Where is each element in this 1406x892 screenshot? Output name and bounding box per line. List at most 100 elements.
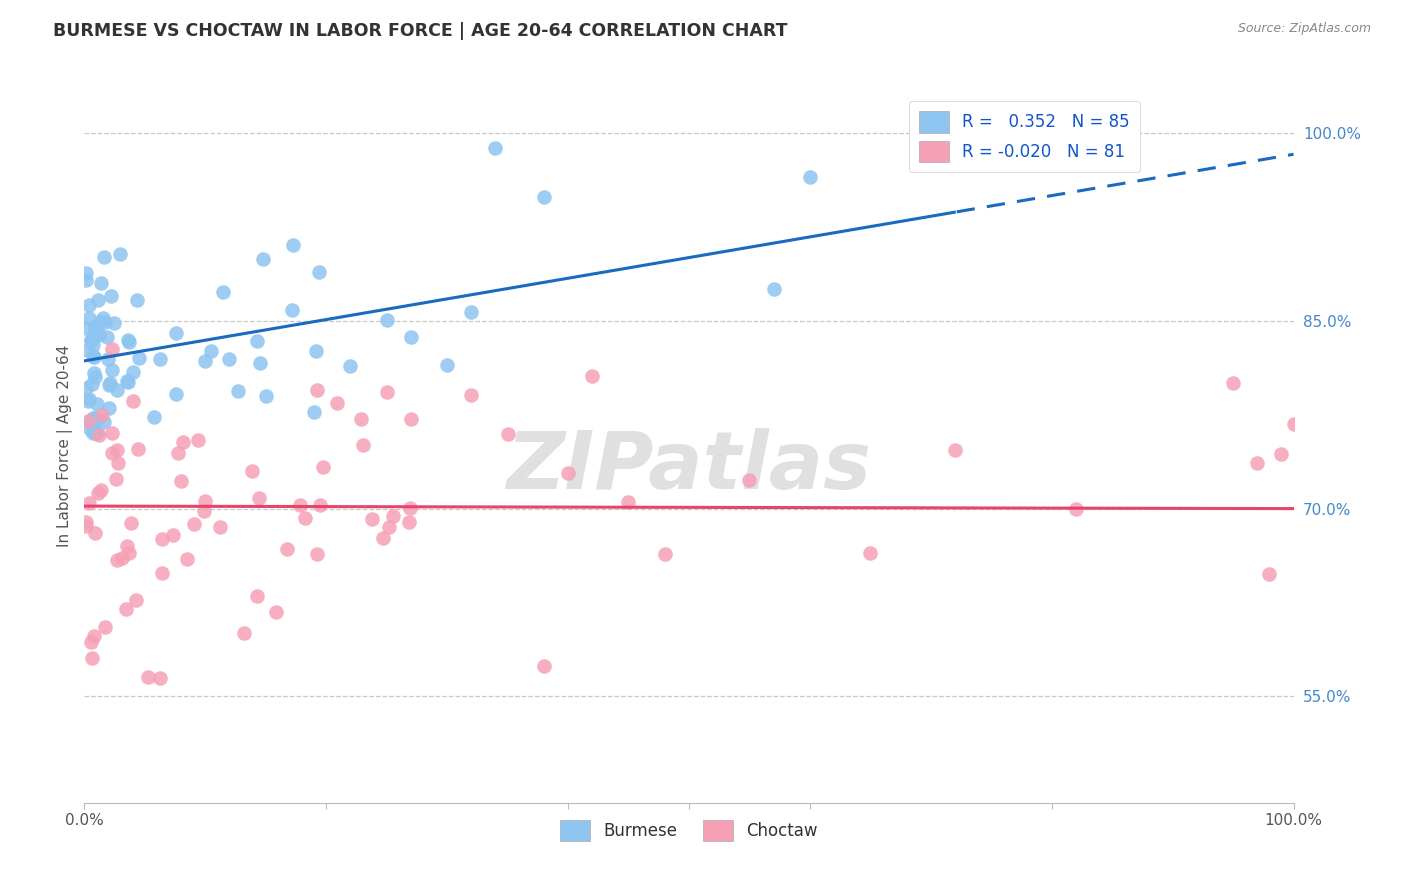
Point [183,516,205,531]
Point [460,304,482,318]
Point [194,494,217,508]
Point [117,334,139,349]
Point [77,298,100,312]
Point [77,392,100,406]
Point [200,344,222,359]
Text: ZIPatlas: ZIPatlas [506,428,872,507]
Point [96,330,118,344]
Point [100,426,122,441]
Point [100,288,122,302]
Point [87,327,110,342]
Point [799,170,821,185]
Point [89,315,111,329]
Point [84,320,107,334]
Point [101,362,124,376]
Point [617,494,640,508]
Point [193,504,215,518]
Point [83,526,105,541]
Point [436,358,458,372]
Point [83,424,105,438]
Point [84,426,107,441]
Point [252,252,274,266]
Point [83,366,105,380]
Point [943,443,966,458]
Point [308,498,330,512]
Point [83,326,105,341]
Point [87,293,110,307]
Point [378,520,401,534]
Point [82,376,104,391]
Point [115,539,138,553]
Point [75,380,97,394]
Point [93,415,115,429]
Point [117,333,139,347]
Legend: Burmese, Choctaw: Burmese, Choctaw [554,814,824,848]
Point [125,593,148,607]
Point [79,415,101,429]
Point [94,620,117,634]
Point [86,322,108,336]
Point [399,412,422,426]
Point [75,519,97,533]
Point [762,282,785,296]
Point [77,311,100,326]
Point [77,394,100,409]
Point [136,671,159,685]
Point [1282,417,1305,432]
Point [118,546,141,560]
Point [90,276,112,290]
Point [101,445,124,459]
Point [86,397,108,411]
Point [1222,376,1244,390]
Point [82,650,104,665]
Point [87,428,110,442]
Point [82,338,104,352]
Point [84,326,107,341]
Point [496,426,519,441]
Point [82,410,104,425]
Point [105,472,128,486]
Point [557,466,579,480]
Point [117,374,139,388]
Point [308,265,330,279]
Point [108,247,131,261]
Point [105,552,128,566]
Point [276,541,298,556]
Point [360,511,382,525]
Point [654,547,676,561]
Point [283,237,305,252]
Point [325,396,347,410]
Point [1064,502,1087,516]
Point [111,550,134,565]
Point [167,446,190,460]
Point [75,273,97,287]
Point [218,352,240,367]
Point [266,605,288,619]
Point [80,333,103,347]
Point [128,351,150,365]
Point [382,509,405,524]
Point [83,411,105,425]
Point [76,415,98,429]
Point [254,389,277,403]
Point [280,302,302,317]
Point [120,516,142,530]
Point [149,672,172,686]
Point [122,365,145,379]
Text: Source: ZipAtlas.com: Source: ZipAtlas.com [1237,22,1371,36]
Point [97,377,120,392]
Point [125,293,148,307]
Point [150,532,173,546]
Point [107,456,129,470]
Point [211,285,233,299]
Point [1246,457,1268,471]
Point [460,387,482,401]
Point [302,405,325,419]
Point [242,464,264,478]
Point [399,501,422,516]
Point [87,326,110,341]
Point [98,376,121,391]
Point [484,141,506,155]
Point [533,189,555,203]
Point [294,511,316,525]
